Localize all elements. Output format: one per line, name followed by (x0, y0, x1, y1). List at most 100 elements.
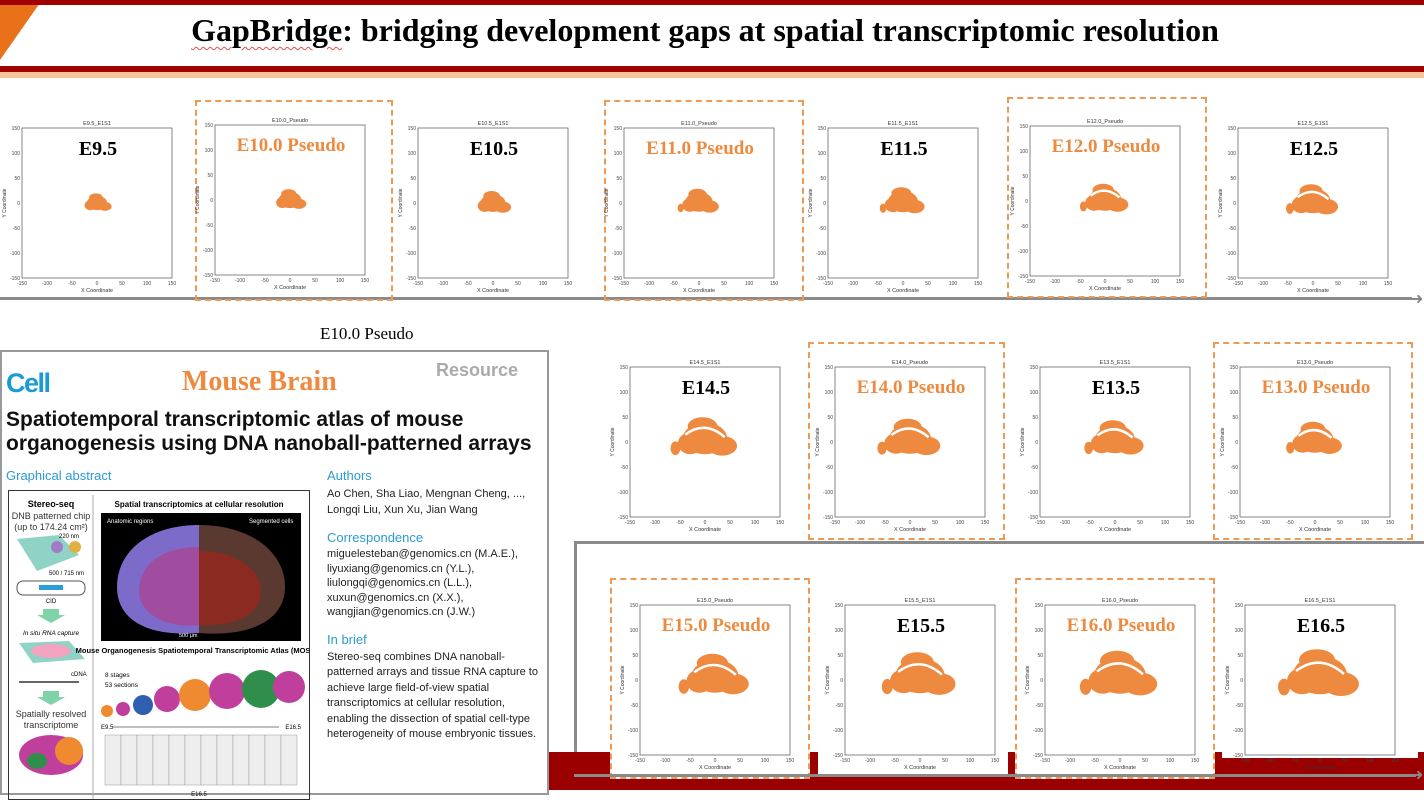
y-tick-label: 100 (1230, 390, 1239, 396)
plot-canvas: E10.5_E1S1 -150-150 -100 -100 -50 -50 0 0 50 50 10… (398, 121, 572, 294)
tissue-region (276, 196, 289, 209)
y-tick-label: 150 (614, 126, 623, 132)
arrow-right-icon: ➜ (1410, 767, 1424, 784)
tissue-region (891, 187, 912, 200)
x-tick-label: 0 (289, 278, 292, 284)
x-tick-label: 0 (1314, 520, 1317, 526)
y-tick-label: 100 (1030, 390, 1039, 396)
stage-label: E13.0 Pseudo (1261, 377, 1371, 398)
y-tick-label: -150 (203, 273, 213, 279)
x-tick-label: 0 (919, 758, 922, 764)
stage-label: E11.5 (880, 138, 928, 160)
top-bar (0, 0, 1424, 5)
x-axis-label: X Coordinate (1299, 527, 1331, 533)
tissue-scatter (84, 193, 112, 211)
x-tick-label: -100 (438, 281, 448, 287)
email-link[interactable]: miguelesteban@genomics.cn (M.A.E.), (327, 548, 518, 560)
ga-sections: 53 sections (105, 682, 139, 689)
tissue-region (84, 200, 96, 211)
mouse-brain-overlay: Mouse Brain (182, 366, 337, 397)
tissue-region (1099, 650, 1135, 672)
y-tick-label: -100 (612, 251, 622, 257)
x-tick-label: -100 (660, 758, 670, 764)
header-divider (0, 66, 1424, 72)
tissue-region (884, 433, 908, 454)
tissue-region (1287, 667, 1317, 695)
y-tick-label: -100 (816, 251, 826, 257)
graphical-abstract-figure: Stereo-seq 220 nm 500 / 715 nm CID In si… (16, 495, 323, 799)
flow-line-row2 (575, 541, 1424, 544)
plot-title: E15.0_Pseudo (697, 598, 733, 604)
y-tick-label: -100 (1228, 490, 1238, 496)
scatter-plot-e10-5: E10.5_E1S1 -150 -150 -100 -100 -50 -50 0 0 50 50 10… (396, 114, 572, 294)
x-tick-label: 150 (1386, 520, 1394, 526)
y-tick-label: -50 (631, 703, 638, 709)
scatter-plot-e13-5: E13.5_E1S1 -150 -150 -100 -100 -50 -50 0 0 50 50 10… (1018, 353, 1194, 533)
plot-title: E14.0_Pseudo (892, 360, 928, 366)
y-tick-label: 50 (622, 415, 628, 421)
x-tick-label: 150 (361, 278, 369, 284)
tissue-region (494, 201, 512, 213)
plot-title: E9.5_E1S1 (83, 121, 111, 127)
y-tick-label: 150 (205, 123, 214, 129)
x-tick-label: -50 (670, 281, 677, 287)
scatter-plot-e15-5: E15.5_E1S1 -150 -150 -100 -100 -50 -50 0 0 50 50 10… (823, 591, 999, 771)
tissue-region (1084, 441, 1094, 455)
x-tick-label: 0 (698, 281, 701, 287)
scatter-plot-e12-5: E12.5_E1S1 -150 -150 -100 -100 -50 -50 0 0 50 50 10… (1216, 114, 1392, 294)
x-tick-label: 50 (312, 278, 318, 284)
tissue-gap (684, 426, 726, 439)
tissue-scatter (678, 653, 749, 695)
x-tick-label: 50 (1137, 520, 1143, 526)
x-tick-label: -150 (840, 758, 850, 764)
y-tick-label: 100 (630, 628, 639, 634)
y-tick-label: -100 (628, 728, 638, 734)
plot-canvas: E15.0_Pseudo -150-150 -100 -100 -50 -50 0 0 50 50… (620, 598, 794, 771)
y-tick-label: 150 (1230, 365, 1239, 371)
y-tick-label: -50 (1036, 703, 1043, 709)
x-axis-label: X Coordinate (1089, 286, 1121, 292)
email-link[interactable]: liyuxiang@genomics.cn (Y.L.), (327, 562, 475, 575)
section-stack (104, 734, 298, 786)
y-tick-label: -50 (1031, 465, 1038, 471)
plot-title: E12.5_E1S1 (1298, 121, 1329, 127)
y-tick-label: 50 (1232, 415, 1238, 421)
x-tick-label: 0 (714, 758, 717, 764)
y-tick-label: 0 (1025, 199, 1028, 205)
ga-segmented: Segmented cells (249, 519, 293, 525)
tissue-scatter (877, 418, 941, 456)
x-tick-label: 50 (1127, 279, 1133, 285)
tissue-scatter (276, 189, 307, 209)
stage-label: E9.5 (78, 138, 118, 160)
tissue-scatter (1084, 420, 1144, 455)
email-link[interactable]: wangjian@genomics.cn (J.W.) (327, 606, 476, 618)
scatter-plot-e15-0-pseudo: E15.0_Pseudo -150 -150 -100 -100 -50 -50 0 0 50 50… (618, 591, 794, 771)
y-tick-label: -150 (1028, 515, 1038, 521)
x-tick-label: -50 (1286, 520, 1293, 526)
scatter-plot-e11-0-pseudo: E11.0_Pseudo -150 -150 -100 -100 -50 -50 0 0 50 50… (602, 114, 778, 294)
y-tick-label: 0 (1233, 201, 1236, 207)
x-tick-label: -50 (686, 758, 693, 764)
y-tick-label: 0 (1235, 440, 1238, 446)
x-tick-label: -50 (891, 758, 898, 764)
tissue-region (1088, 668, 1118, 694)
y-tick-label: 150 (620, 365, 629, 371)
plot-canvas: E11.5_E1S1 -150-150 -100 -100 -50 -50 0 0 50 50 10… (808, 121, 982, 294)
caption-label: E10.0 Pseudo (320, 324, 414, 343)
cell-logo: Cell (6, 368, 51, 398)
tissue-region (922, 672, 956, 695)
ga-e165: E16.5 (285, 725, 301, 731)
email-link[interactable]: liulongqi@genomics.cn (L.L.), (327, 577, 473, 589)
x-tick-label: -50 (676, 520, 683, 526)
x-tick-label: -100 (1260, 520, 1270, 526)
y-tick-label: 50 (207, 173, 213, 179)
correspondence-heading: Correspondence (327, 530, 424, 545)
y-tick-label: -100 (1233, 728, 1243, 734)
y-tick-label: -100 (1033, 728, 1043, 734)
y-tick-label: 100 (12, 151, 21, 157)
x-tick-label: -100 (865, 758, 875, 764)
email-link[interactable]: xuxun@genomics.cn (X.X.), (327, 591, 464, 604)
scatter-plot-e12-0-pseudo: E12.0_Pseudo -150 -150 -100 -100 -50 -50 0 0 50 50… (1008, 112, 1184, 292)
article-type: Resource (436, 360, 519, 380)
tissue-gap (897, 663, 943, 676)
